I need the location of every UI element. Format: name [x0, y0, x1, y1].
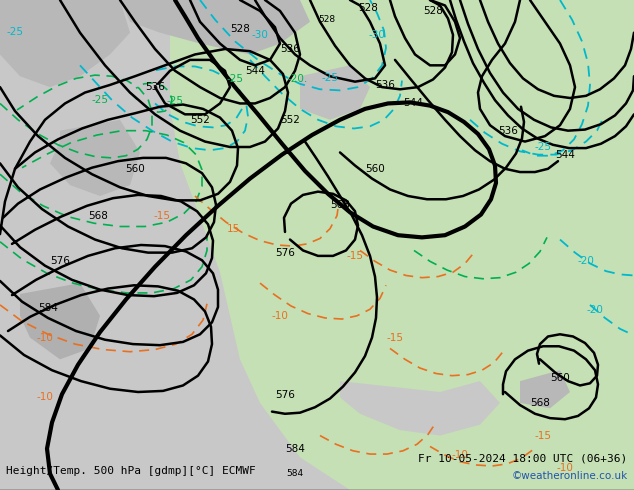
Text: -10: -10 [37, 333, 53, 343]
Text: 528: 528 [230, 24, 250, 34]
Text: 576: 576 [275, 247, 295, 258]
Text: 536: 536 [375, 80, 395, 90]
Text: -15: -15 [347, 251, 363, 261]
Text: 544: 544 [555, 149, 575, 160]
PathPatch shape [20, 283, 100, 359]
Text: 568: 568 [330, 200, 350, 210]
Text: 15: 15 [226, 223, 240, 234]
Text: 528: 528 [318, 15, 335, 24]
Text: 536: 536 [498, 125, 518, 136]
PathPatch shape [0, 0, 200, 490]
Text: 584: 584 [38, 303, 58, 313]
Text: -20: -20 [586, 305, 604, 316]
Text: 576: 576 [50, 256, 70, 267]
Text: -15: -15 [534, 431, 552, 441]
Text: 560: 560 [550, 373, 570, 383]
PathPatch shape [170, 0, 634, 490]
Text: -10: -10 [451, 450, 469, 460]
Text: 544: 544 [403, 98, 423, 108]
Text: ©weatheronline.co.uk: ©weatheronline.co.uk [512, 471, 628, 481]
Text: -10: -10 [271, 311, 288, 321]
Text: 584: 584 [287, 469, 304, 478]
Text: -15: -15 [387, 333, 403, 343]
Text: -25: -25 [226, 74, 243, 84]
Text: -25: -25 [91, 95, 108, 105]
PathPatch shape [50, 120, 140, 196]
Text: -30: -30 [368, 30, 385, 40]
Text: -25: -25 [6, 26, 23, 37]
PathPatch shape [340, 381, 500, 436]
Text: 568: 568 [530, 398, 550, 408]
PathPatch shape [120, 0, 310, 54]
Text: -25: -25 [534, 142, 552, 152]
Text: Fr 10-05-2024 18:00 UTC (06+36): Fr 10-05-2024 18:00 UTC (06+36) [418, 453, 628, 463]
Text: 576: 576 [275, 390, 295, 400]
Text: 552: 552 [280, 115, 300, 125]
Text: 560: 560 [365, 164, 385, 174]
Text: 536: 536 [280, 44, 300, 54]
Text: -10: -10 [37, 392, 53, 402]
Text: -10: -10 [557, 463, 573, 473]
Text: -30: -30 [252, 30, 268, 40]
PathPatch shape [300, 65, 370, 120]
Text: 584: 584 [285, 443, 305, 454]
Text: 560: 560 [125, 164, 145, 174]
Text: 568: 568 [88, 211, 108, 220]
Text: 552: 552 [190, 115, 210, 125]
Text: -20.: -20. [288, 74, 308, 84]
Text: Height/Temp. 500 hPa [gdmp][°C] ECMWF: Height/Temp. 500 hPa [gdmp][°C] ECMWF [6, 466, 256, 476]
Text: 544: 544 [245, 66, 265, 76]
Text: -20: -20 [578, 256, 595, 267]
PathPatch shape [0, 0, 130, 87]
Text: 536: 536 [145, 82, 165, 92]
Text: 528: 528 [423, 6, 443, 16]
PathPatch shape [520, 370, 570, 408]
Text: 528: 528 [358, 2, 378, 13]
Text: -25: -25 [321, 74, 339, 83]
Text: -25: -25 [167, 96, 183, 106]
Text: -15: -15 [153, 211, 171, 220]
